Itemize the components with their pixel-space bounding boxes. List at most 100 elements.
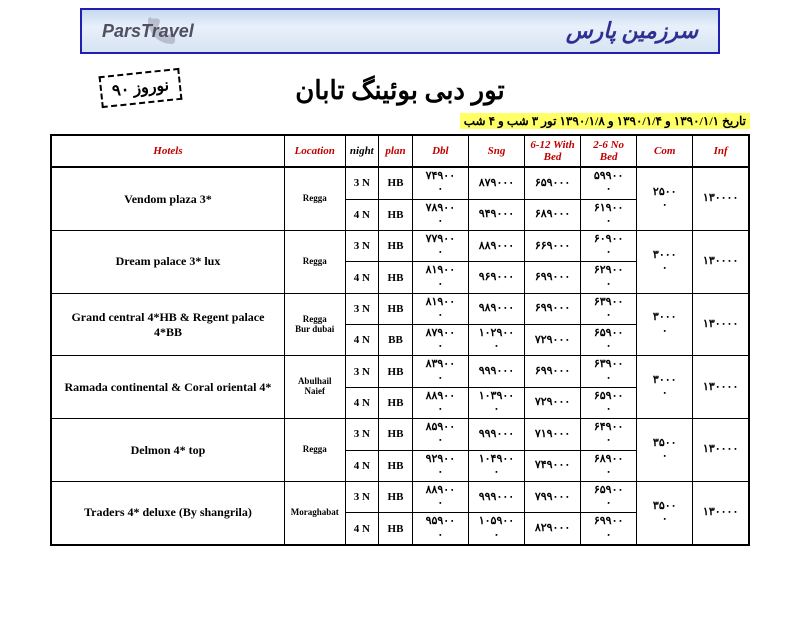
- inf-cell: ۱۳۰۰۰۰: [693, 167, 749, 230]
- col-child-bed: 6-12 With Bed: [525, 135, 581, 167]
- price-cell-dbl: ۷۴۹۰۰ ۰: [412, 167, 468, 199]
- price-cell-dbl: ۹۲۹۰۰ ۰: [412, 450, 468, 481]
- location-cell: Regga: [284, 419, 345, 482]
- plan-cell: HB: [379, 419, 413, 450]
- table-row: Delmon 4* topRegga3 NHB۸۵۹۰۰ ۰۹۹۹۰۰۰۷۱۹۰…: [51, 419, 749, 450]
- inf-cell: ۱۳۰۰۰۰: [693, 293, 749, 356]
- location-cell: Abulhail Naief: [284, 356, 345, 419]
- hotel-name-cell: Dream palace 3* lux: [51, 230, 284, 293]
- price-cell-sng: ۹۹۹۰۰۰: [468, 481, 524, 512]
- night-cell: 4 N: [345, 450, 379, 481]
- price-cell-cb: ۷۹۹۰۰۰: [525, 481, 581, 512]
- plan-cell: HB: [379, 387, 413, 418]
- night-cell: 3 N: [345, 293, 379, 324]
- col-location: Location: [284, 135, 345, 167]
- price-cell-sng: ۱۰۳۹۰۰ ۰: [468, 387, 524, 418]
- col-inf: Inf: [693, 135, 749, 167]
- table-header: Hotels Location night plan Dbl Sng 6-12 …: [51, 135, 749, 167]
- plan-cell: HB: [379, 199, 413, 230]
- pricing-table: Hotels Location night plan Dbl Sng 6-12 …: [50, 134, 750, 546]
- price-cell-sng: ۹۹۹۰۰۰: [468, 356, 524, 387]
- night-cell: 4 N: [345, 325, 379, 356]
- night-cell: 3 N: [345, 167, 379, 199]
- plan-cell: HB: [379, 513, 413, 545]
- hotel-name-cell: Grand central 4*HB & Regent palace 4*BB: [51, 293, 284, 356]
- hotel-name-cell: Delmon 4* top: [51, 419, 284, 482]
- price-cell-sng: ۹۴۹۰۰۰: [468, 199, 524, 230]
- banner-brand-right: سرزمین پارس: [566, 18, 698, 44]
- price-cell-cb: ۷۱۹۰۰۰: [525, 419, 581, 450]
- price-cell-dbl: ۸۳۹۰۰ ۰: [412, 356, 468, 387]
- com-cell: ۳۵۰۰ ۰: [637, 481, 693, 544]
- col-child-nobed: 2-6 No Bed: [581, 135, 637, 167]
- table-row: Ramada continental & Coral oriental 4*Ab…: [51, 356, 749, 387]
- hotel-name-cell: Traders 4* deluxe (By shangrila): [51, 481, 284, 544]
- com-cell: ۳۰۰۰ ۰: [637, 230, 693, 293]
- price-cell-sng: ۸۸۹۰۰۰: [468, 230, 524, 261]
- plan-cell: HB: [379, 262, 413, 293]
- price-cell-cb: ۷۲۹۰۰۰: [525, 387, 581, 418]
- table-row: Dream palace 3* luxRegga3 NHB۷۷۹۰۰ ۰۸۸۹۰…: [51, 230, 749, 261]
- price-cell-cnb: ۶۳۹۰۰ ۰: [581, 293, 637, 324]
- price-cell-cnb: ۶۲۹۰۰ ۰: [581, 262, 637, 293]
- location-cell: Regga: [284, 230, 345, 293]
- night-cell: 4 N: [345, 262, 379, 293]
- col-night: night: [345, 135, 379, 167]
- col-com: Com: [637, 135, 693, 167]
- hotel-name-cell: Ramada continental & Coral oriental 4*: [51, 356, 284, 419]
- header-banner: ParsTravel سرزمین پارس: [80, 8, 720, 54]
- plan-cell: HB: [379, 450, 413, 481]
- price-cell-cb: ۸۲۹۰۰۰: [525, 513, 581, 545]
- plan-cell: HB: [379, 293, 413, 324]
- inf-cell: ۱۳۰۰۰۰: [693, 481, 749, 544]
- plan-cell: HB: [379, 167, 413, 199]
- date-subtitle-row: تاریخ ۱۳۹۰/۱/۱ و ۱۳۹۰/۱/۴ و ۱۳۹۰/۱/۸ تور…: [0, 112, 750, 130]
- price-cell-cnb: ۶۰۹۰۰ ۰: [581, 230, 637, 261]
- table-row: Vendom plaza 3*Regga3 NHB۷۴۹۰۰ ۰۸۷۹۰۰۰۶۵…: [51, 167, 749, 199]
- price-cell-cb: ۶۵۹۰۰۰: [525, 167, 581, 199]
- price-cell-cnb: ۶۵۹۰۰ ۰: [581, 387, 637, 418]
- night-cell: 3 N: [345, 356, 379, 387]
- price-cell-sng: ۹۶۹۰۰۰: [468, 262, 524, 293]
- price-cell-cnb: ۶۹۹۰۰ ۰: [581, 513, 637, 545]
- price-cell-dbl: ۷۸۹۰۰ ۰: [412, 199, 468, 230]
- price-cell-dbl: ۷۷۹۰۰ ۰: [412, 230, 468, 261]
- price-cell-cb: ۷۲۹۰۰۰: [525, 325, 581, 356]
- price-cell-sng: ۹۸۹۰۰۰: [468, 293, 524, 324]
- night-cell: 3 N: [345, 419, 379, 450]
- price-cell-sng: ۹۹۹۰۰۰: [468, 419, 524, 450]
- price-cell-cb: ۷۴۹۰۰۰: [525, 450, 581, 481]
- inf-cell: ۱۳۰۰۰۰: [693, 419, 749, 482]
- price-cell-cb: ۶۶۹۰۰۰: [525, 230, 581, 261]
- inf-cell: ۱۳۰۰۰۰: [693, 356, 749, 419]
- com-cell: ۲۵۰۰ ۰: [637, 167, 693, 230]
- price-cell-sng: ۱۰۴۹۰۰ ۰: [468, 450, 524, 481]
- price-cell-dbl: ۸۸۹۰۰ ۰: [412, 387, 468, 418]
- date-subtitle: تاریخ ۱۳۹۰/۱/۱ و ۱۳۹۰/۱/۴ و ۱۳۹۰/۱/۸ تور…: [460, 113, 750, 129]
- col-plan: plan: [379, 135, 413, 167]
- table-body: Vendom plaza 3*Regga3 NHB۷۴۹۰۰ ۰۸۷۹۰۰۰۶۵…: [51, 167, 749, 545]
- plan-cell: BB: [379, 325, 413, 356]
- col-dbl: Dbl: [412, 135, 468, 167]
- location-cell: Regga: [284, 167, 345, 230]
- price-cell-sng: ۸۷۹۰۰۰: [468, 167, 524, 199]
- price-cell-cb: ۶۹۹۰۰۰: [525, 293, 581, 324]
- table-row: Grand central 4*HB & Regent palace 4*BBR…: [51, 293, 749, 324]
- price-cell-cnb: ۶۵۹۰۰ ۰: [581, 481, 637, 512]
- price-cell-sng: ۱۰۵۹۰۰ ۰: [468, 513, 524, 545]
- com-cell: ۳۰۰۰ ۰: [637, 293, 693, 356]
- col-hotels: Hotels: [51, 135, 284, 167]
- price-cell-dbl: ۸۱۹۰۰ ۰: [412, 262, 468, 293]
- price-cell-cnb: ۶۵۹۰۰ ۰: [581, 325, 637, 356]
- location-cell: Moraghabat: [284, 481, 345, 544]
- night-cell: 3 N: [345, 481, 379, 512]
- com-cell: ۳۵۰۰ ۰: [637, 419, 693, 482]
- price-cell-cnb: ۶۴۹۰۰ ۰: [581, 419, 637, 450]
- price-cell-cb: ۶۹۹۰۰۰: [525, 262, 581, 293]
- plan-cell: HB: [379, 230, 413, 261]
- price-cell-cnb: ۶۳۹۰۰ ۰: [581, 356, 637, 387]
- price-cell-dbl: ۹۵۹۰۰ ۰: [412, 513, 468, 545]
- price-cell-dbl: ۸۸۹۰۰ ۰: [412, 481, 468, 512]
- table-row: Traders 4* deluxe (By shangrila)Moraghab…: [51, 481, 749, 512]
- price-cell-sng: ۱۰۲۹۰۰ ۰: [468, 325, 524, 356]
